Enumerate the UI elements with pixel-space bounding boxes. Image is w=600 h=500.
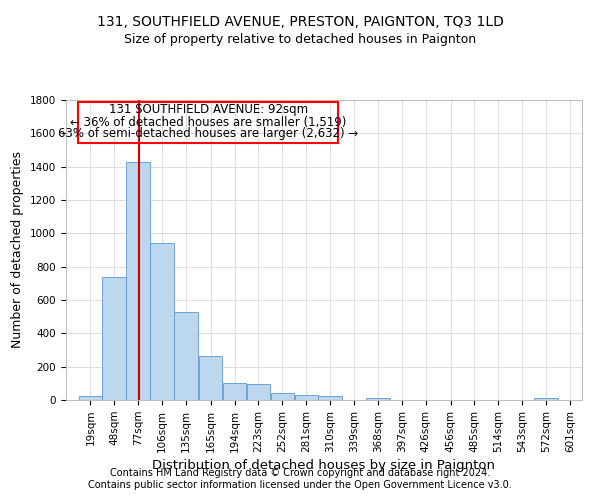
Text: Size of property relative to detached houses in Paignton: Size of property relative to detached ho…	[124, 32, 476, 46]
Bar	[366, 398, 390, 400]
Bar	[79, 102, 338, 142]
Text: 63% of semi-detached houses are larger (2,632) →: 63% of semi-detached houses are larger (…	[58, 127, 358, 140]
Bar	[174, 312, 197, 400]
Bar	[247, 384, 270, 400]
Bar	[295, 395, 318, 400]
Text: Contains HM Land Registry data © Crown copyright and database right 2024.: Contains HM Land Registry data © Crown c…	[110, 468, 490, 477]
X-axis label: Distribution of detached houses by size in Paignton: Distribution of detached houses by size …	[152, 459, 496, 472]
Bar	[223, 382, 247, 400]
Text: 131, SOUTHFIELD AVENUE, PRESTON, PAIGNTON, TQ3 1LD: 131, SOUTHFIELD AVENUE, PRESTON, PAIGNTO…	[97, 15, 503, 29]
Text: 131 SOUTHFIELD AVENUE: 92sqm: 131 SOUTHFIELD AVENUE: 92sqm	[109, 104, 308, 117]
Text: ← 36% of detached houses are smaller (1,519): ← 36% of detached houses are smaller (1,…	[70, 116, 346, 128]
Bar	[79, 396, 102, 400]
Bar	[535, 398, 558, 400]
Bar	[199, 356, 223, 400]
Y-axis label: Number of detached properties: Number of detached properties	[11, 152, 25, 348]
Text: Contains public sector information licensed under the Open Government Licence v3: Contains public sector information licen…	[88, 480, 512, 490]
Bar	[103, 276, 126, 400]
Bar	[319, 396, 342, 400]
Bar	[271, 394, 294, 400]
Bar	[127, 162, 150, 400]
Bar	[150, 244, 174, 400]
